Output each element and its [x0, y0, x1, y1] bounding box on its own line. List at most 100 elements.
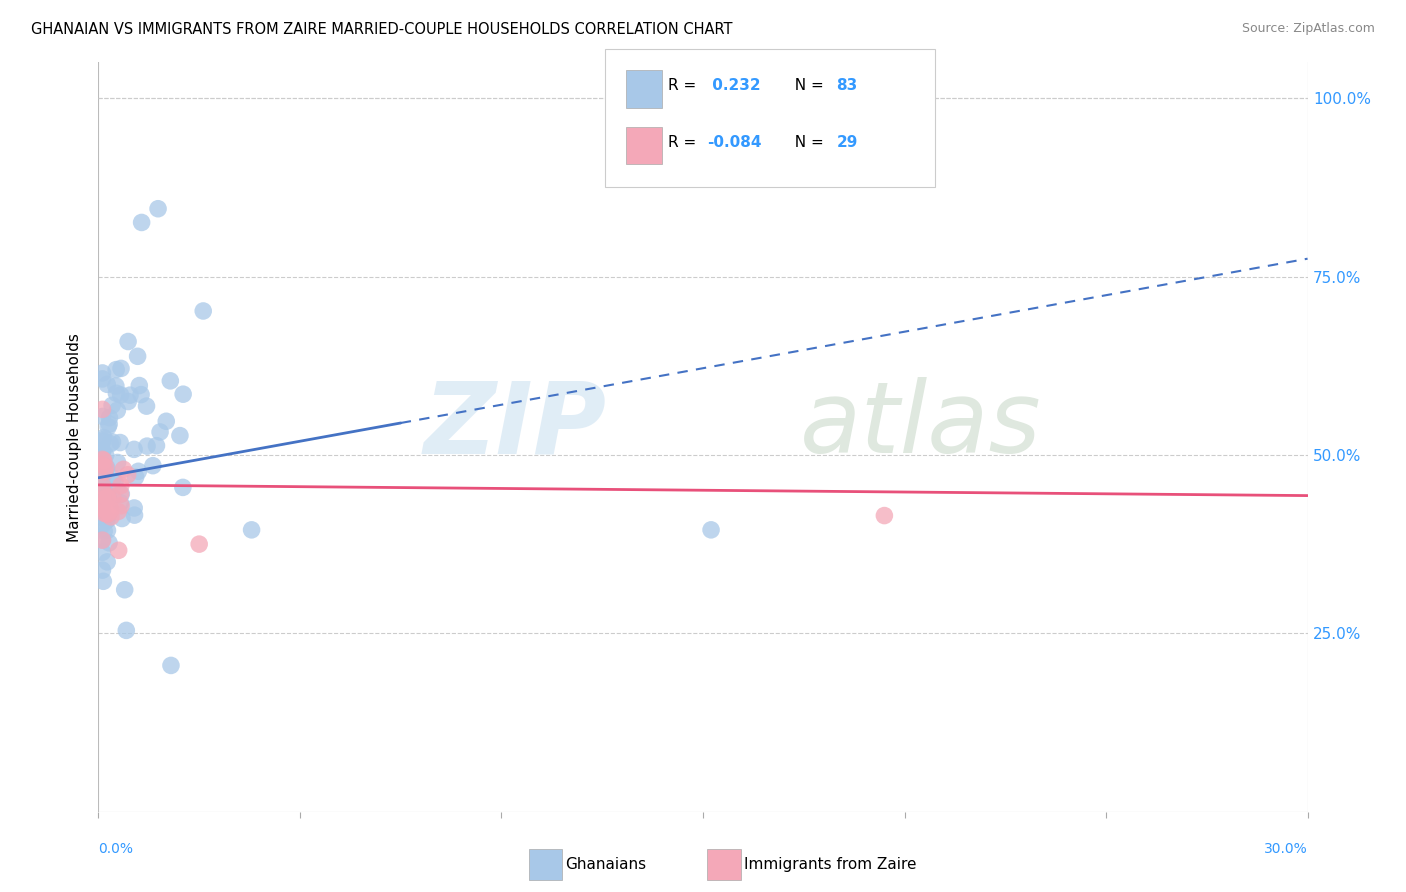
Text: atlas: atlas	[800, 377, 1042, 475]
Text: N =: N =	[785, 135, 828, 150]
Point	[91, 492, 114, 507]
Point	[91, 483, 114, 498]
Point	[93, 481, 115, 495]
Text: Ghanaians: Ghanaians	[565, 857, 647, 871]
Point	[91, 467, 114, 482]
Point	[117, 334, 139, 349]
Point	[100, 509, 122, 524]
Point	[96, 514, 118, 528]
Point	[91, 485, 114, 500]
Point	[97, 419, 120, 434]
Point	[110, 487, 132, 501]
Point	[93, 506, 115, 520]
Point	[135, 399, 157, 413]
Point	[160, 658, 183, 673]
Point	[124, 508, 146, 523]
Point	[172, 387, 194, 401]
Point	[122, 500, 145, 515]
Point	[118, 388, 141, 402]
Point	[240, 523, 263, 537]
Text: N =: N =	[785, 78, 828, 93]
Point	[91, 517, 114, 532]
Point	[155, 414, 177, 428]
Point	[91, 452, 114, 467]
Point	[94, 462, 117, 476]
Point	[172, 480, 194, 494]
Point	[91, 491, 114, 505]
Point	[91, 409, 114, 424]
Point	[115, 624, 138, 638]
Point	[122, 442, 145, 457]
Point	[111, 511, 134, 525]
Point	[93, 574, 115, 589]
Point	[98, 536, 121, 550]
Point	[91, 433, 114, 447]
Point	[117, 467, 139, 482]
Point	[101, 490, 124, 504]
Text: Immigrants from Zaire: Immigrants from Zaire	[744, 857, 917, 871]
Point	[96, 524, 118, 538]
Point	[98, 410, 121, 425]
Point	[136, 439, 159, 453]
Text: 29: 29	[837, 135, 858, 150]
Text: -0.084: -0.084	[707, 135, 762, 150]
Point	[142, 458, 165, 473]
Point	[96, 460, 118, 475]
Point	[97, 507, 120, 521]
Point	[96, 513, 118, 527]
Point	[91, 563, 114, 577]
Point	[96, 555, 118, 569]
Point	[110, 499, 132, 513]
Point	[105, 362, 128, 376]
Point	[149, 425, 172, 439]
Point	[110, 496, 132, 510]
Point	[91, 372, 114, 386]
Point	[93, 524, 115, 538]
Point	[94, 460, 117, 475]
Point	[107, 543, 129, 558]
Point	[110, 361, 132, 376]
Point	[128, 378, 150, 392]
Point	[91, 533, 114, 548]
Text: GHANAIAN VS IMMIGRANTS FROM ZAIRE MARRIED-COUPLE HOUSEHOLDS CORRELATION CHART: GHANAIAN VS IMMIGRANTS FROM ZAIRE MARRIE…	[31, 22, 733, 37]
Point	[110, 487, 132, 501]
Point	[91, 490, 114, 504]
Point	[146, 202, 169, 216]
Point	[96, 507, 118, 521]
Point	[98, 417, 121, 432]
Point	[145, 439, 167, 453]
Point	[91, 458, 114, 472]
Point	[101, 398, 124, 412]
Text: ZIP: ZIP	[423, 377, 606, 475]
Point	[101, 471, 124, 485]
Point	[117, 394, 139, 409]
Point	[193, 304, 215, 318]
Point	[94, 448, 117, 462]
Point	[127, 349, 149, 363]
Point	[93, 458, 115, 473]
Point	[91, 434, 114, 449]
Point	[107, 455, 129, 469]
Text: 83: 83	[837, 78, 858, 93]
Point	[91, 501, 114, 516]
Text: 0.0%: 0.0%	[98, 842, 134, 856]
Point	[124, 470, 146, 484]
Point	[96, 491, 118, 505]
Point	[159, 374, 181, 388]
Point	[131, 215, 153, 229]
Point	[91, 497, 114, 511]
Point	[129, 387, 152, 401]
Point	[114, 582, 136, 597]
Point	[188, 537, 211, 551]
Point	[104, 475, 127, 489]
Point	[873, 508, 896, 523]
Point	[91, 489, 114, 503]
Point	[91, 533, 114, 547]
Point	[110, 388, 132, 402]
Point	[98, 437, 121, 451]
Point	[91, 445, 114, 459]
Text: Source: ZipAtlas.com: Source: ZipAtlas.com	[1241, 22, 1375, 36]
Point	[105, 403, 128, 417]
Y-axis label: Married-couple Households: Married-couple Households	[67, 333, 83, 541]
Text: 30.0%: 30.0%	[1264, 842, 1308, 856]
